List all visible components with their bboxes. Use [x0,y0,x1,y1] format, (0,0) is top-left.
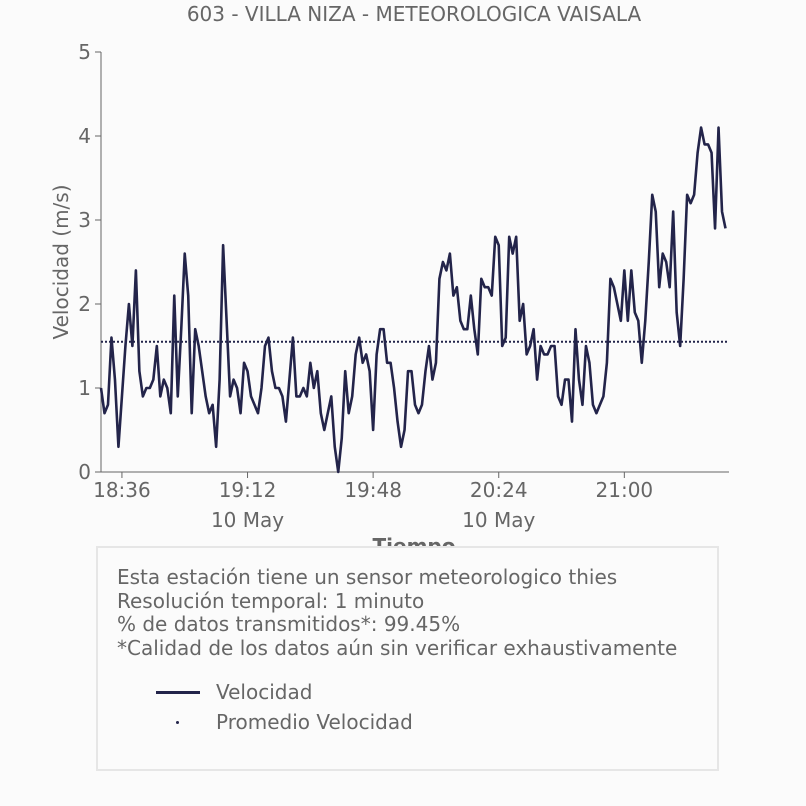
x-tick-label: 20:24 [470,478,528,502]
x-tick-label: 18:36 [93,478,151,502]
dot-icon [156,708,202,736]
y-tick-label: 5 [78,40,91,64]
y-tick-label: 0 [78,460,91,484]
series-layer [99,126,729,474]
x-tick-label: 21:00 [596,478,654,502]
x-tick-sublabel: 10 May [211,508,284,532]
legend-item-promedio: Promedio Velocidad [156,708,413,736]
y-tick-label: 3 [78,208,91,232]
x-tick-sublabel: 10 May [462,508,535,532]
legend-label-promedio: Promedio Velocidad [216,710,413,734]
info-line-quality-note: *Calidad de los datos aún sin verificar … [117,635,678,660]
x-tick-label: 19:48 [344,478,402,502]
legend-item-velocidad: Velocidad [156,678,312,706]
velocity-line [99,126,727,474]
x-ticks: 18:36 19:12 10 May 19:48 20:24 10 May 21:00 [93,472,653,532]
y-axis-label: Velocidad (m/s) [49,184,73,339]
y-ticks: 0 1 2 3 4 5 [78,40,101,484]
legend-label-velocidad: Velocidad [216,680,313,704]
info-line-transmitted: % de datos transmitidos*: 99.45% [117,612,461,636]
info-line-sensor: Esta estación tiene un sensor meteorolog… [117,565,618,589]
chart-title: 603 - VILLA NIZA - METEOROLOGICA VAISALA [187,2,642,26]
y-tick-label: 1 [78,376,91,400]
info-line-resolution: Resolución temporal: 1 minuto [117,588,425,613]
solid-line-icon [156,678,202,706]
info-box: Esta estación tiene un sensor meteorolog… [96,546,719,771]
y-tick-label: 4 [78,124,91,148]
info-text: Esta estación tiene un sensor meteorolog… [117,565,678,660]
y-tick-label: 2 [78,292,91,316]
x-tick-label: 19:12 [219,478,277,502]
